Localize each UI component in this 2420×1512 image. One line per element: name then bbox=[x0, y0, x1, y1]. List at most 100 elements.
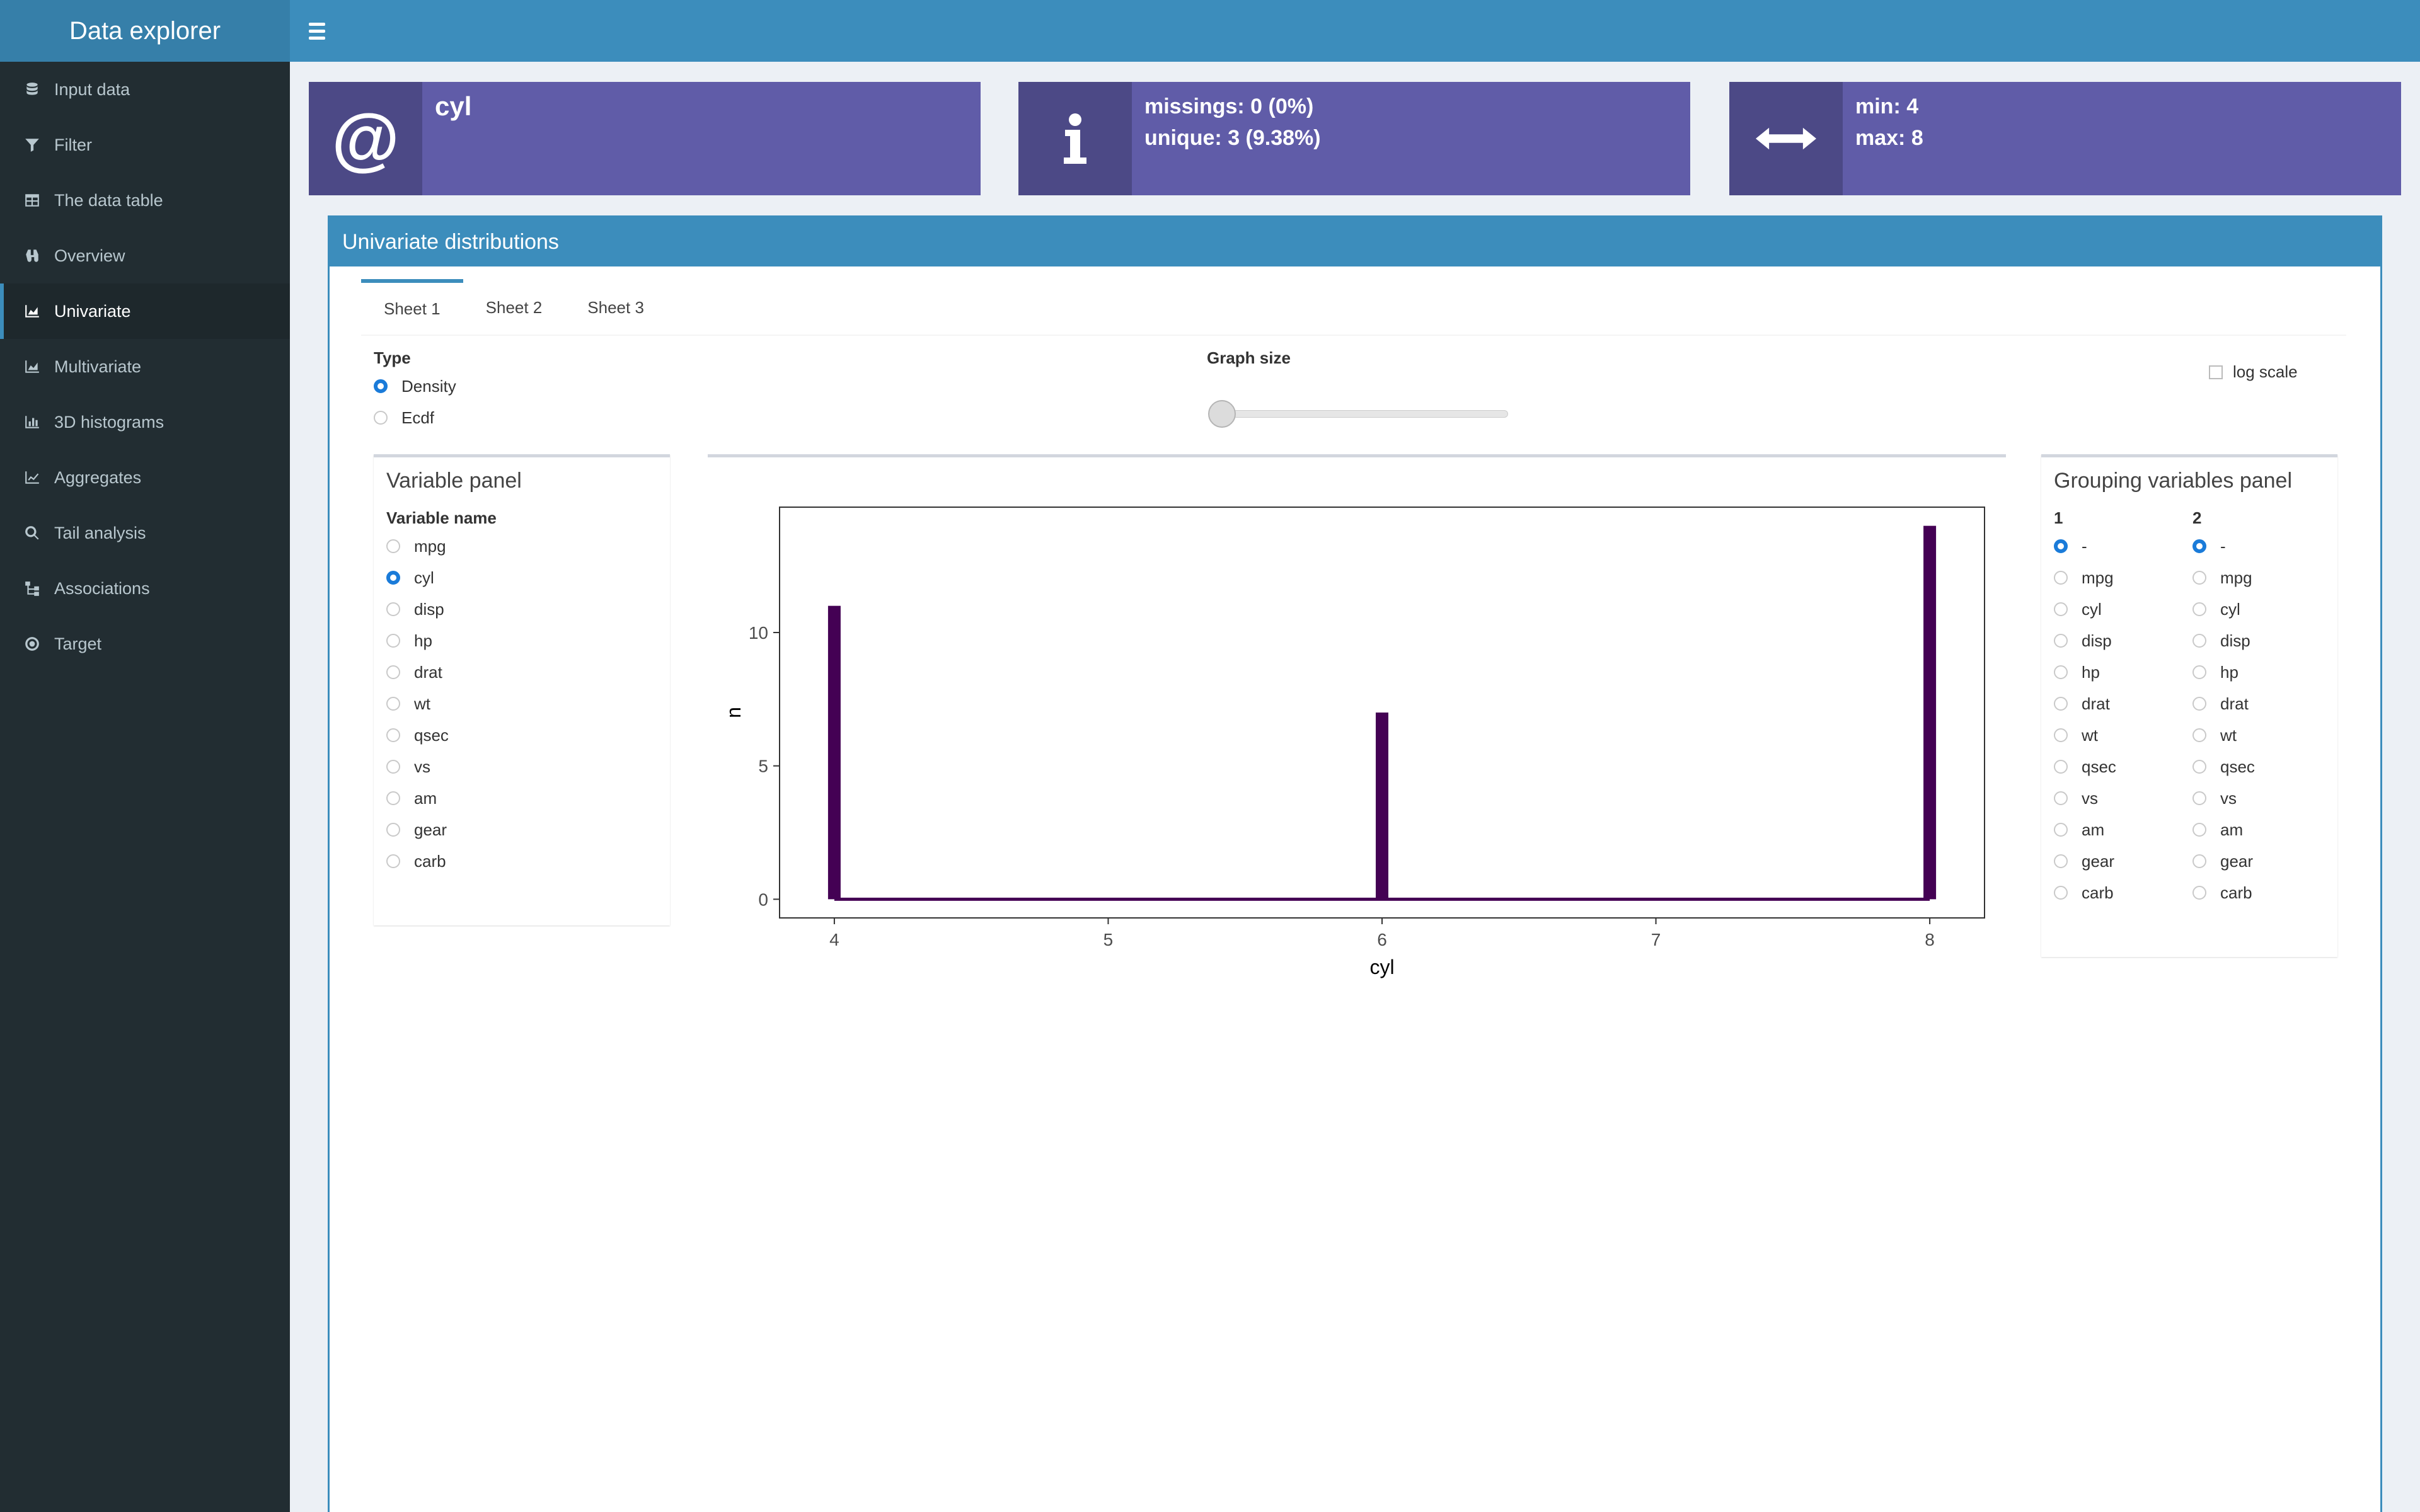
radio-button[interactable] bbox=[2054, 823, 2068, 837]
variable-option-gear[interactable]: gear bbox=[386, 814, 657, 845]
sidebar-item-3d-histograms[interactable]: 3D histograms bbox=[0, 394, 290, 450]
variable-option-drat[interactable]: drat bbox=[386, 656, 657, 688]
sidebar-item-aggregates[interactable]: Aggregates bbox=[0, 450, 290, 505]
group2-option-vs[interactable]: vs bbox=[2192, 782, 2325, 814]
variable-option-vs[interactable]: vs bbox=[386, 751, 657, 782]
radio-button[interactable] bbox=[2054, 665, 2068, 679]
radio-button[interactable] bbox=[2192, 854, 2206, 868]
variable-option-mpg[interactable]: mpg bbox=[386, 530, 657, 562]
group1-option-drat[interactable]: drat bbox=[2054, 688, 2192, 719]
type-option-ecdf[interactable]: Ecdf bbox=[374, 402, 456, 433]
group2-option-gear[interactable]: gear bbox=[2192, 845, 2325, 877]
group2-option-hp[interactable]: hp bbox=[2192, 656, 2325, 688]
graph-size-slider-track[interactable] bbox=[1212, 410, 1508, 418]
sidebar-item-target[interactable]: Target bbox=[0, 616, 290, 672]
radio-button[interactable] bbox=[2192, 665, 2206, 679]
radio-button[interactable] bbox=[2192, 634, 2206, 648]
group1-option-am[interactable]: am bbox=[2054, 814, 2192, 845]
radio-button[interactable] bbox=[386, 602, 400, 616]
sidebar-item-overview[interactable]: Overview bbox=[0, 228, 290, 284]
radio-button[interactable] bbox=[2054, 760, 2068, 774]
sidebar-item-multivariate[interactable]: Multivariate bbox=[0, 339, 290, 394]
radio-button[interactable] bbox=[2192, 539, 2206, 553]
group2-option-wt[interactable]: wt bbox=[2192, 719, 2325, 751]
tab-sheet-1[interactable]: Sheet 1 bbox=[361, 279, 463, 335]
group2-option-qsec[interactable]: qsec bbox=[2192, 751, 2325, 782]
group2-option-am[interactable]: am bbox=[2192, 814, 2325, 845]
group2-option-cyl[interactable]: cyl bbox=[2192, 593, 2325, 625]
radio-button[interactable] bbox=[2192, 697, 2206, 711]
log-scale-checkbox[interactable] bbox=[2209, 365, 2223, 379]
top-navbar bbox=[290, 0, 2420, 62]
sidebar-item-associations[interactable]: Associations bbox=[0, 561, 290, 616]
group1-option-none[interactable]: - bbox=[2054, 530, 2192, 562]
variable-option-carb[interactable]: carb bbox=[386, 845, 657, 877]
group2-option-disp[interactable]: disp bbox=[2192, 625, 2325, 656]
group2-option-drat[interactable]: drat bbox=[2192, 688, 2325, 719]
group1-option-cyl[interactable]: cyl bbox=[2054, 593, 2192, 625]
radio-button[interactable] bbox=[2192, 886, 2206, 900]
log-scale-control[interactable]: log scale bbox=[2209, 362, 2298, 382]
radio-button[interactable] bbox=[386, 854, 400, 868]
radio-button[interactable] bbox=[386, 634, 400, 648]
app-logo[interactable]: Data explorer bbox=[0, 0, 290, 62]
group1-option-disp[interactable]: disp bbox=[2054, 625, 2192, 656]
radio-button[interactable] bbox=[386, 665, 400, 679]
radio-button[interactable] bbox=[2054, 697, 2068, 711]
radio-button[interactable] bbox=[2192, 760, 2206, 774]
radio-button[interactable] bbox=[2192, 571, 2206, 585]
radio-button[interactable] bbox=[386, 571, 400, 585]
radio-button[interactable] bbox=[386, 760, 400, 774]
sidebar-item-filter[interactable]: Filter bbox=[0, 117, 290, 173]
radio-button[interactable] bbox=[2054, 571, 2068, 585]
radio-button[interactable] bbox=[386, 539, 400, 553]
tab-sheet-3[interactable]: Sheet 3 bbox=[587, 297, 644, 317]
group1-option-vs[interactable]: vs bbox=[2054, 782, 2192, 814]
radio-button[interactable] bbox=[2192, 791, 2206, 805]
group1-option-qsec[interactable]: qsec bbox=[2054, 751, 2192, 782]
group2-option-carb[interactable]: carb bbox=[2192, 877, 2325, 908]
variable-option-am[interactable]: am bbox=[386, 782, 657, 814]
radio-button[interactable] bbox=[2192, 728, 2206, 742]
group1-option-carb[interactable]: carb bbox=[2054, 877, 2192, 908]
radio-button[interactable] bbox=[386, 728, 400, 742]
option-label: gear bbox=[2082, 851, 2115, 871]
sidebar-item-univariate[interactable]: Univariate bbox=[0, 284, 290, 339]
group1-option-mpg[interactable]: mpg bbox=[2054, 562, 2192, 593]
radio-button[interactable] bbox=[2192, 823, 2206, 837]
group2-option-mpg[interactable]: mpg bbox=[2192, 562, 2325, 593]
option-label: - bbox=[2082, 536, 2087, 556]
radio-button[interactable] bbox=[2054, 886, 2068, 900]
group1-option-gear[interactable]: gear bbox=[2054, 845, 2192, 877]
option-label: disp bbox=[414, 599, 444, 619]
group2-option-none[interactable]: - bbox=[2192, 530, 2325, 562]
group1-option-hp[interactable]: hp bbox=[2054, 656, 2192, 688]
ecdf-radio[interactable] bbox=[374, 411, 388, 425]
sidebar-toggle-icon[interactable] bbox=[309, 19, 333, 43]
variable-option-hp[interactable]: hp bbox=[386, 625, 657, 656]
radio-button[interactable] bbox=[2054, 634, 2068, 648]
variable-option-disp[interactable]: disp bbox=[386, 593, 657, 625]
radio-button[interactable] bbox=[2054, 854, 2068, 868]
radio-button[interactable] bbox=[386, 791, 400, 805]
variable-option-cyl[interactable]: cyl bbox=[386, 562, 657, 593]
radio-button[interactable] bbox=[386, 823, 400, 837]
radio-button[interactable] bbox=[2054, 791, 2068, 805]
type-option-density[interactable]: Density bbox=[374, 370, 456, 402]
radio-button[interactable] bbox=[2054, 602, 2068, 616]
radio-button[interactable] bbox=[2054, 539, 2068, 553]
variable-option-qsec[interactable]: qsec bbox=[386, 719, 657, 751]
sidebar-item-tail-analysis[interactable]: Tail analysis bbox=[0, 505, 290, 561]
area-chart-icon bbox=[23, 302, 42, 321]
radio-button[interactable] bbox=[2054, 728, 2068, 742]
log-scale-label: log scale bbox=[2233, 362, 2298, 381]
sidebar-item-input-data[interactable]: Input data bbox=[0, 62, 290, 117]
radio-button[interactable] bbox=[2192, 602, 2206, 616]
variable-option-wt[interactable]: wt bbox=[386, 688, 657, 719]
graph-size-slider-handle[interactable] bbox=[1208, 400, 1236, 428]
tab-sheet-2[interactable]: Sheet 2 bbox=[485, 297, 543, 317]
density-radio[interactable] bbox=[374, 379, 388, 393]
radio-button[interactable] bbox=[386, 697, 400, 711]
group1-option-wt[interactable]: wt bbox=[2054, 719, 2192, 751]
sidebar-item-data-table[interactable]: The data table bbox=[0, 173, 290, 228]
